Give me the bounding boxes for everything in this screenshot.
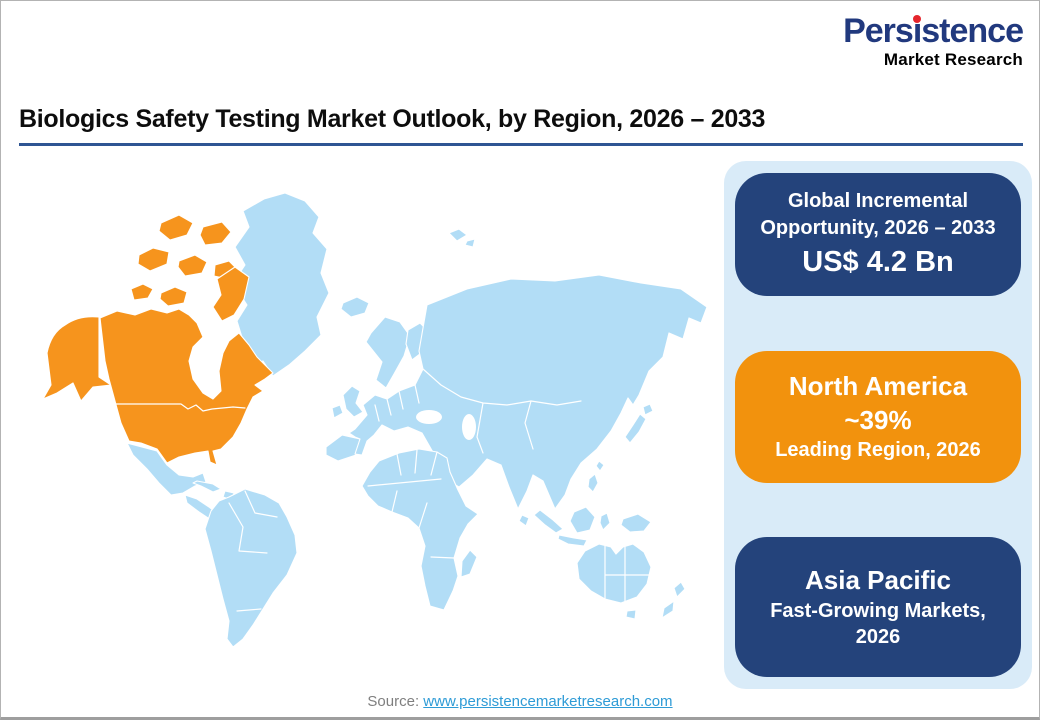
- asia-pacific-title: Asia Pacific: [805, 565, 951, 596]
- north-america-highlight: [42, 214, 274, 466]
- global-opportunity-value: US$ 4.2 Bn: [802, 246, 954, 279]
- source-label: Source:: [367, 693, 420, 710]
- logo-brand-text: Persistence: [843, 12, 1024, 50]
- south-america-landmass: [204, 488, 298, 648]
- asia-islands-region: [518, 403, 654, 547]
- global-opportunity-line2: Opportunity, 2026 – 2033: [760, 217, 996, 240]
- australia-oceania-region: [576, 543, 686, 620]
- source-link[interactable]: www.persistencemarketresearch.com: [423, 693, 673, 710]
- logo-brand-post: stence: [921, 12, 1024, 50]
- card-north-america: North America ~39% Leading Region, 2026: [735, 350, 1021, 483]
- pmr-logo: Persistence Market Research: [843, 12, 1024, 69]
- baffin-island: [212, 266, 250, 322]
- inland-seas: [416, 410, 476, 440]
- world-map: [42, 192, 708, 648]
- card-asia-pacific: Asia Pacific Fast-Growing Markets, 2026: [735, 537, 1021, 677]
- page-title: Biologics Safety Testing Market Outlook,…: [19, 105, 766, 133]
- country-borders: [99, 318, 652, 612]
- greenland-landmass: [232, 192, 330, 377]
- sidebar-panel: Global Incremental Opportunity, 2026 – 2…: [724, 161, 1032, 689]
- canada-usa-landmass: [99, 308, 274, 466]
- alaska-landmass: [42, 316, 112, 402]
- iceland-landmass: [340, 296, 370, 318]
- logo-tagline: Market Research: [883, 50, 1023, 69]
- north-america-share-value: ~39%: [844, 404, 912, 435]
- source-note: Source: www.persistencemarketresearch.co…: [1, 693, 1039, 710]
- eurasia-landmass: [348, 274, 708, 510]
- card-global-opportunity: Global Incremental Opportunity, 2026 – 2…: [735, 173, 1021, 296]
- title-underline-divider: [19, 143, 1023, 146]
- global-opportunity-line1: Global Incremental: [787, 190, 969, 213]
- north-america-title: North America: [788, 370, 968, 401]
- asia-pacific-subtitle-line1: Fast-Growing Markets,: [770, 599, 986, 622]
- asia-pacific-subtitle-line2: 2026: [855, 625, 901, 648]
- logo-brand-pre: Pers: [843, 12, 914, 50]
- north-america-subtitle: Leading Region, 2026: [775, 439, 981, 462]
- logo-i-dot-icon: i: [912, 12, 922, 50]
- land-regions: [126, 192, 708, 648]
